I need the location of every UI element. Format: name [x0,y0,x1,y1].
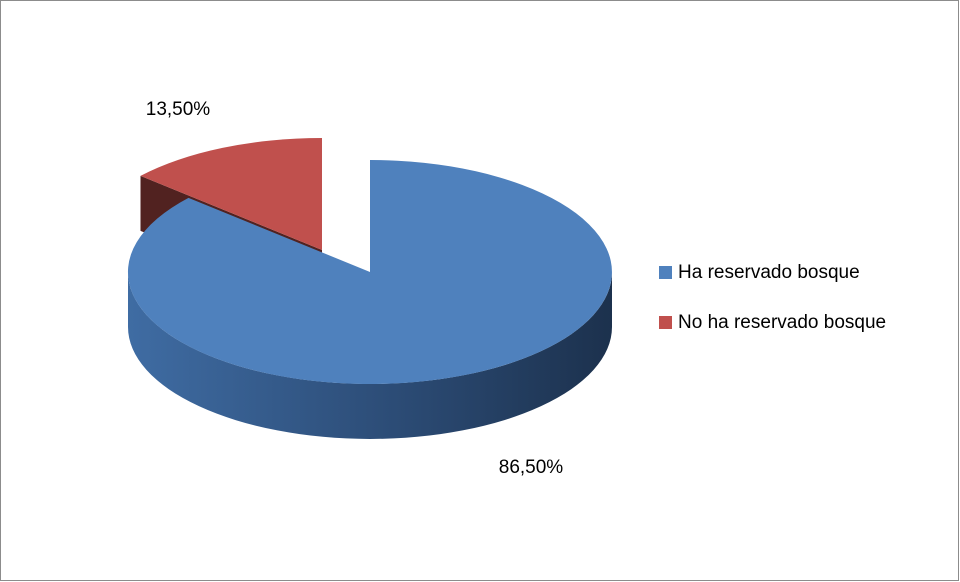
legend-swatch [659,316,672,329]
legend-label: Ha reservado bosque [678,262,860,283]
data-label: 13,50% [146,99,211,120]
slice-side [128,272,612,439]
data-label: 86,50% [499,457,564,478]
slice [140,138,322,250]
slice [127,160,612,384]
legend-swatch [659,266,672,279]
legend-label: No ha reservado bosque [678,312,886,333]
